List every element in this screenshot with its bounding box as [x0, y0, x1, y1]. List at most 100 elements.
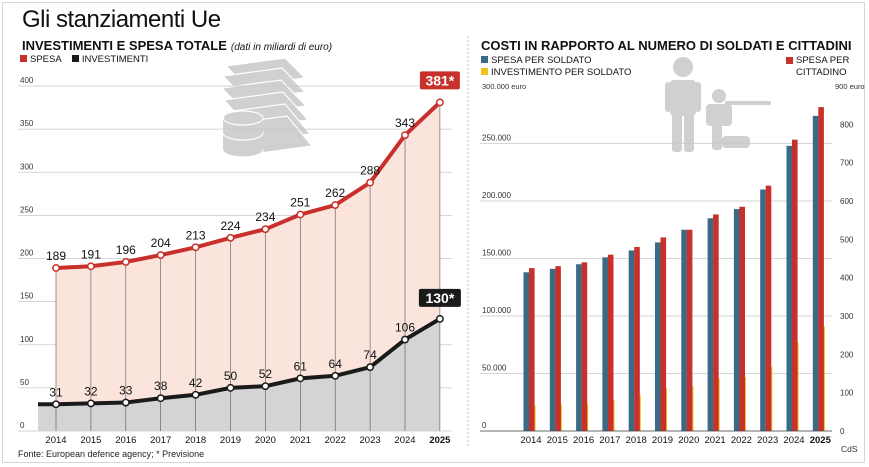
bar-spesa-cittadino — [529, 268, 535, 431]
bar-spesa-cittadino — [765, 185, 772, 431]
bar-spesa-soldato — [760, 189, 766, 431]
legend-label-spesa-soldato: SPESA PER SOLDATO — [491, 55, 592, 66]
spesa-data-label: 234 — [255, 210, 275, 224]
x-tick-label: 2015 — [547, 435, 568, 446]
bar-spesa-cittadino — [634, 247, 640, 431]
right-y-tick-label: 300 — [840, 312, 854, 321]
y-tick-label: 50 — [20, 378, 29, 387]
x-tick-label: 2022 — [731, 435, 752, 446]
legend-label-investimenti: INVESTIMENTI — [81, 54, 149, 65]
x-tick-label: 2021 — [705, 435, 726, 446]
x-tick-label: 2019 — [220, 435, 241, 446]
investimenti-data-label: 106 — [395, 321, 415, 335]
left-y-tick-label: 50.000 — [482, 364, 507, 373]
investimenti-data-label: 64 — [329, 357, 343, 371]
spesa-point — [226, 233, 235, 242]
bar-spesa-soldato — [733, 209, 740, 431]
spesa-data-label: 381* — [425, 72, 454, 88]
right-y-tick-label: 100 — [840, 389, 854, 398]
y-tick-label: 0 — [20, 421, 25, 430]
left-y-tick-label: 250.000 — [482, 134, 511, 143]
investimenti-point — [366, 363, 375, 372]
investimenti-data-label: 31 — [49, 385, 63, 399]
x-tick-label: 2014 — [45, 435, 66, 446]
bar-spesa-cittadino — [713, 214, 719, 431]
right-chart: 0 50.000 100.000 150.000 200.000 250.000 0 100 2… — [480, 82, 865, 446]
bar-spesa-cittadino — [818, 107, 824, 431]
left-chart-title-text: INVESTIMENTI E SPESA TOTALE — [22, 38, 227, 53]
spesa-data-label: 204 — [151, 236, 171, 250]
legend-label-spesa-cittadino: SPESA PER CITTADINO — [796, 55, 850, 78]
bar-spesa-soldato — [549, 268, 556, 431]
spesa-point — [86, 262, 95, 271]
spesa-data-label: 224 — [220, 219, 240, 233]
page-title: Gli stanziamenti Ue — [22, 6, 221, 33]
x-tick-label: 2023 — [757, 435, 778, 446]
x-tick-label: 2022 — [325, 435, 346, 446]
investimenti-data-label: 38 — [154, 379, 168, 393]
right-y-tick-label: 200 — [840, 350, 854, 359]
left-chart-title: INVESTIMENTI E SPESA TOTALE (dati in mili… — [22, 38, 332, 53]
bar-spesa-cittadino — [739, 206, 745, 431]
bar-spesa-soldato — [786, 145, 793, 432]
bar-spesa-soldato — [628, 250, 635, 431]
spesa-point — [191, 243, 200, 252]
y-tick-label: 400 — [20, 76, 34, 85]
x-tick-label: 2023 — [360, 435, 381, 446]
spesa-line — [55, 100, 442, 270]
legend-swatch-investimenti — [71, 55, 79, 62]
left-y-tick-label: 0 — [482, 421, 487, 430]
right-legend: SPESA PER SOLDATO INVESTIMENTO PER SOLDA… — [481, 55, 631, 79]
x-tick-label: 2017 — [599, 435, 620, 446]
investimenti-data-label: 130* — [425, 290, 454, 306]
spesa-data-label: 343 — [395, 116, 415, 130]
investimenti-point — [156, 394, 165, 403]
investimenti-data-label: 52 — [259, 367, 273, 381]
right-chart-title: COSTI IN RAPPORTO AL NUMERO DI SOLDATI E… — [481, 38, 852, 53]
bar-spesa-soldato — [707, 218, 714, 431]
spesa-data-label: 191 — [81, 247, 101, 261]
spesa-point — [435, 98, 444, 107]
spesa-data-label: 262 — [325, 186, 345, 200]
investimenti-point — [296, 374, 305, 383]
x-tick-label: 2014 — [520, 435, 541, 446]
investimenti-data-label: 74 — [363, 348, 377, 362]
x-tick-label: 2024 — [783, 435, 804, 446]
y-tick-label: 350 — [20, 119, 34, 128]
legend-label-investimento-soldato: INVESTIMENTO PER SOLDATO — [491, 67, 632, 78]
bar-spesa-soldato — [681, 229, 687, 431]
bar-spesa-soldato — [523, 272, 530, 431]
x-tick-label: 2016 — [115, 435, 136, 446]
investimenti-data-label: 50 — [224, 369, 238, 383]
y-tick-label: 300 — [20, 162, 34, 171]
spesa-point — [366, 178, 375, 187]
left-y-tick-label: 100.000 — [482, 306, 511, 315]
x-tick-label: 2020 — [255, 435, 276, 446]
x-tick-label: 2021 — [290, 435, 311, 446]
spesa-point — [261, 225, 270, 234]
x-tick-label: 2017 — [150, 435, 171, 446]
money-stack-icon — [220, 57, 314, 158]
investimenti-data-label: 61 — [294, 359, 308, 373]
y-tick-label: 100 — [20, 335, 34, 344]
spesa-data-label: 213 — [186, 228, 206, 242]
spesa-point — [331, 201, 340, 209]
x-tick-label: 2024 — [394, 435, 415, 446]
x-tick-label: 2016 — [573, 435, 594, 446]
right-y-tick-label: 500 — [840, 235, 854, 244]
bar-spesa-soldato — [602, 257, 608, 431]
spesa-point — [121, 258, 130, 266]
source-note: Fonte: European defence agency; * Previs… — [18, 449, 205, 459]
bar-spesa-cittadino — [581, 262, 588, 431]
spesa-area — [56, 102, 440, 431]
spesa-data-label: 288 — [360, 164, 380, 178]
right-y-tick-label: 400 — [840, 274, 854, 283]
legend-swatch-spesa — [20, 55, 27, 62]
investimenti-data-label: 32 — [84, 384, 98, 398]
bar-spesa-cittadino — [660, 237, 667, 431]
spesa-point — [156, 251, 165, 260]
bar-spesa-cittadino — [792, 139, 798, 431]
left-chart: 0 50 100 150 200 250 300 350 400 189 191 196 204 213 2… — [18, 36, 469, 448]
